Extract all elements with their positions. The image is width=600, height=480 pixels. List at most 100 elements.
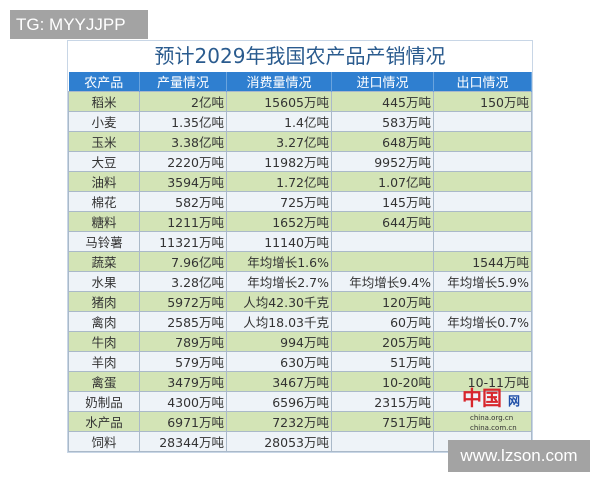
- header-product: 农产品: [68, 72, 140, 92]
- cell-consumption: 6596万吨: [226, 391, 332, 412]
- cell-import: 145万吨: [331, 191, 434, 212]
- cell-product: 奶制品: [68, 391, 140, 412]
- cell-product: 蔬菜: [68, 251, 140, 272]
- cell-product: 禽肉: [68, 311, 140, 332]
- cell-export: 年均增长0.7%: [433, 311, 532, 332]
- cell-export: [433, 151, 532, 172]
- cell-import: 2315万吨: [331, 391, 434, 412]
- cell-import: 60万吨: [331, 311, 434, 332]
- cell-consumption: 15605万吨: [226, 91, 332, 112]
- cell-production: 789万吨: [139, 331, 227, 352]
- cell-import: [331, 431, 434, 452]
- cell-production: 3594万吨: [139, 171, 227, 192]
- watermark-bottom: www.lzson.com: [448, 440, 590, 472]
- table-row: 禽肉 2585万吨 人均18.03千克 60万吨 年均增长0.7%: [68, 311, 532, 332]
- table-row: 糖料 1211万吨 1652万吨 644万吨: [68, 211, 532, 232]
- cell-consumption: 994万吨: [226, 331, 332, 352]
- table-title: 预计2029年我国农产品产销情况: [68, 41, 532, 72]
- cell-export: [433, 171, 532, 192]
- cell-export: [433, 291, 532, 312]
- cell-production: 1211万吨: [139, 211, 227, 232]
- cell-consumption: 人均18.03千克: [226, 311, 332, 332]
- cell-production: 4300万吨: [139, 391, 227, 412]
- header-import: 进口情况: [331, 72, 434, 92]
- table-row: 油料 3594万吨 1.72亿吨 1.07亿吨: [68, 171, 532, 192]
- cell-import: [331, 231, 434, 252]
- cell-product: 大豆: [68, 151, 140, 172]
- cell-consumption: 人均42.30千克: [226, 291, 332, 312]
- cell-product: 棉花: [68, 191, 140, 212]
- table-row: 奶制品 4300万吨 6596万吨 2315万吨: [68, 391, 532, 412]
- cell-product: 稻米: [68, 91, 140, 112]
- cell-production: 6971万吨: [139, 411, 227, 432]
- header-export: 出口情况: [433, 72, 532, 92]
- cell-product: 玉米: [68, 131, 140, 152]
- cell-consumption: 725万吨: [226, 191, 332, 212]
- china-net-logo: 中国 网 china.org.cn china.com.cn: [462, 384, 532, 438]
- cell-export: 150万吨: [433, 91, 532, 112]
- logo-suffix: 网: [508, 394, 521, 408]
- cell-production: 5972万吨: [139, 291, 227, 312]
- logo-url-2: china.com.cn: [470, 424, 517, 432]
- cell-production: 11321万吨: [139, 231, 227, 252]
- cell-import: 1.07亿吨: [331, 171, 434, 192]
- cell-consumption: 28053万吨: [226, 431, 332, 452]
- cell-production: 579万吨: [139, 351, 227, 372]
- cell-export: [433, 231, 532, 252]
- table-row: 棉花 582万吨 725万吨 145万吨: [68, 191, 532, 212]
- cell-production: 2220万吨: [139, 151, 227, 172]
- cell-consumption: 1.72亿吨: [226, 171, 332, 192]
- cell-product: 小麦: [68, 111, 140, 132]
- table-row: 禽蛋 3479万吨 3467万吨 10-20吨 10-11万吨: [68, 371, 532, 392]
- header-row: 农产品 产量情况 消费量情况 进口情况 出口情况: [68, 72, 532, 92]
- cell-export: 1544万吨: [433, 251, 532, 272]
- table-row: 猪肉 5972万吨 人均42.30千克 120万吨: [68, 291, 532, 312]
- cell-import: 648万吨: [331, 131, 434, 152]
- cell-consumption: 1652万吨: [226, 211, 332, 232]
- cell-export: [433, 331, 532, 352]
- cell-product: 禽蛋: [68, 371, 140, 392]
- cell-import: 205万吨: [331, 331, 434, 352]
- cell-import: 10-20吨: [331, 371, 434, 392]
- cell-product: 马铃薯: [68, 231, 140, 252]
- cell-export: [433, 191, 532, 212]
- table-row: 牛肉 789万吨 994万吨 205万吨: [68, 331, 532, 352]
- cell-consumption: 3467万吨: [226, 371, 332, 392]
- cell-export: [433, 351, 532, 372]
- cell-consumption: 11140万吨: [226, 231, 332, 252]
- cell-import: 583万吨: [331, 111, 434, 132]
- cell-production: 582万吨: [139, 191, 227, 212]
- cell-production: 2585万吨: [139, 311, 227, 332]
- cell-production: 3.38亿吨: [139, 131, 227, 152]
- cell-production: 7.96亿吨: [139, 251, 227, 272]
- cell-consumption: 7232万吨: [226, 411, 332, 432]
- cell-production: 2亿吨: [139, 91, 227, 112]
- cell-import: 9952万吨: [331, 151, 434, 172]
- table-row: 蔬菜 7.96亿吨 年均增长1.6% 1544万吨: [68, 251, 532, 272]
- logo-mark: 中国: [462, 386, 502, 410]
- cell-export: [433, 411, 532, 432]
- cell-product: 饲料: [68, 431, 140, 452]
- table-row: 玉米 3.38亿吨 3.27亿吨 648万吨: [68, 131, 532, 152]
- table-row: 小麦 1.35亿吨 1.4亿吨 583万吨: [68, 111, 532, 132]
- table-row: 马铃薯 11321万吨 11140万吨: [68, 231, 532, 252]
- cell-import: 120万吨: [331, 291, 434, 312]
- cell-import: 年均增长9.4%: [331, 271, 434, 292]
- table-row: 羊肉 579万吨 630万吨 51万吨: [68, 351, 532, 372]
- cell-product: 水产品: [68, 411, 140, 432]
- cell-import: 644万吨: [331, 211, 434, 232]
- cell-import: 751万吨: [331, 411, 434, 432]
- table-row: 饲料 28344万吨 28053万吨: [68, 431, 532, 452]
- cell-consumption: 年均增长1.6%: [226, 251, 332, 272]
- cell-production: 1.35亿吨: [139, 111, 227, 132]
- cell-export: [433, 391, 532, 412]
- cell-export: 年均增长5.9%: [433, 271, 532, 292]
- table-row: 大豆 2220万吨 11982万吨 9952万吨: [68, 151, 532, 172]
- cell-production: 3.28亿吨: [139, 271, 227, 292]
- table-row: 水果 3.28亿吨 年均增长2.7% 年均增长9.4% 年均增长5.9%: [68, 271, 532, 292]
- cell-consumption: 11982万吨: [226, 151, 332, 172]
- cell-import: 51万吨: [331, 351, 434, 372]
- cell-export: [433, 111, 532, 132]
- cell-consumption: 3.27亿吨: [226, 131, 332, 152]
- cell-product: 牛肉: [68, 331, 140, 352]
